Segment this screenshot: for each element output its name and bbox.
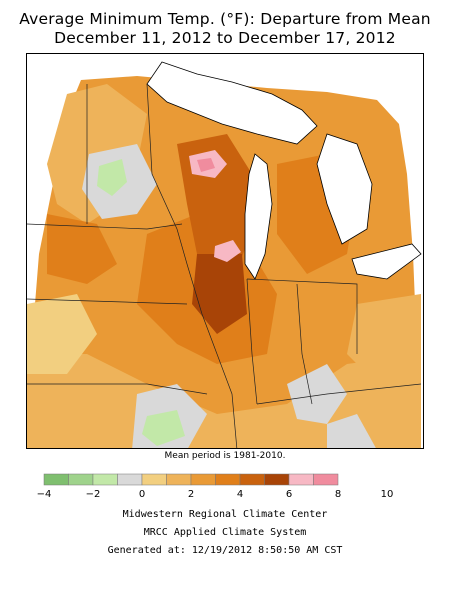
legend-swatch [313, 473, 339, 486]
zone-2-4-south [27, 354, 421, 448]
zone-8-10-illinois [192, 254, 247, 334]
legend-tick-label: 6 [286, 489, 292, 500]
zone-0-2-southeast [327, 414, 376, 448]
lake-superior [146, 61, 318, 145]
footer-center: Midwestern Regional Climate Center [122, 509, 328, 520]
legend-swatch [117, 473, 143, 486]
zone-above-upper-michigan-core [197, 158, 215, 172]
zone-below-minnesota [97, 159, 127, 196]
legend-swatch [288, 473, 314, 486]
lake-erie [351, 243, 422, 280]
legend-tick-label: 4 [237, 489, 243, 500]
legend-tick-label: 10 [381, 489, 394, 500]
legend-swatch [239, 473, 265, 486]
legend-swatch [215, 473, 241, 486]
legend-swatch [43, 473, 69, 486]
zone-0-2-kentucky [287, 364, 347, 424]
footer-system: MRCC Applied Climate System [143, 527, 307, 538]
zone-2-4-southwest [27, 294, 97, 374]
temperature-departure-map [27, 61, 422, 448]
color-legend: −4 −2 0 2 4 6 8 10 [37, 473, 394, 500]
zone-2-4-east [347, 294, 421, 384]
footer-generated: Generated at: 12/19/2012 8:50:50 AM CST [107, 545, 343, 556]
map-date-range: December 11, 2012 to December 17, 2012 [54, 29, 396, 47]
legend-tick-label: 2 [188, 489, 194, 500]
map-panel [26, 53, 424, 449]
legend-tick-label: −2 [86, 489, 101, 500]
mean-period-note: Mean period is 1981-2010. [164, 451, 286, 461]
legend-swatch [68, 473, 94, 486]
zone-above-wisconsin [214, 240, 241, 262]
legend-swatch [141, 473, 167, 486]
map-title: Average Minimum Temp. (°F): Departure fr… [19, 10, 431, 28]
lake-huron [316, 133, 373, 245]
legend-tick-label: 0 [139, 489, 145, 500]
lake-michigan [244, 153, 273, 280]
legend-tick-label: −4 [37, 489, 52, 500]
legend-swatch [264, 473, 290, 486]
legend-swatch [92, 473, 118, 486]
legend-tick-label: 8 [335, 489, 341, 500]
zone-6-8-northwest [47, 214, 117, 284]
legend-swatch [166, 473, 192, 486]
legend-swatch [190, 473, 216, 486]
state-borders [27, 83, 422, 448]
zone-below-arkansas [142, 410, 185, 446]
